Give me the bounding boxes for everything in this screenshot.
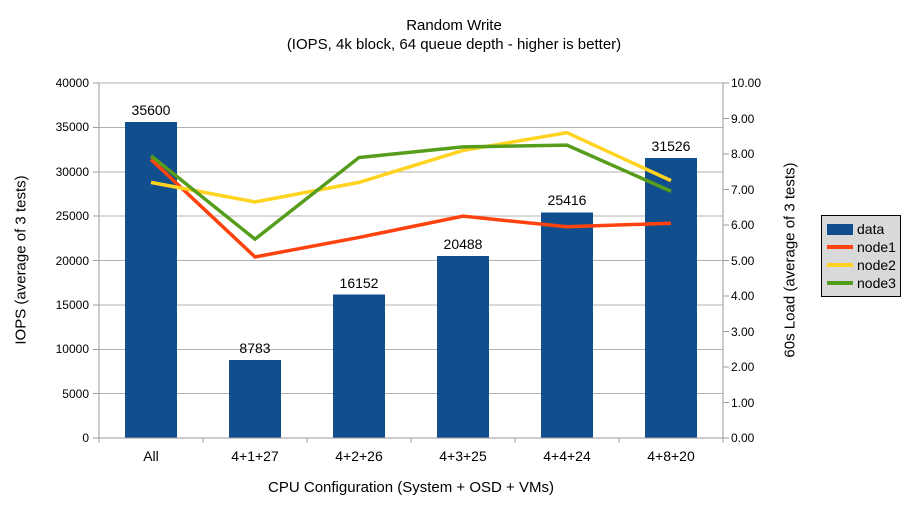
legend-swatch-node1 — [827, 245, 853, 249]
bar-value-label: 20488 — [443, 236, 483, 253]
legend-swatch-data — [827, 223, 853, 235]
bar-4+4+24 — [541, 212, 593, 438]
right-tick-label: 9.00 — [731, 111, 755, 126]
right-tick-label: 10.00 — [731, 76, 762, 90]
right-tick-label: 4.00 — [731, 289, 755, 303]
legend-label: node1 — [857, 239, 896, 255]
bar-value-label: 35600 — [131, 102, 171, 119]
right-tick-label: 0.00 — [731, 431, 755, 445]
left-tick-label: 40000 — [55, 76, 89, 90]
right-tick-label: 5.00 — [731, 253, 755, 268]
left-tick-label: 25000 — [55, 209, 89, 224]
left-tick-label: 35000 — [55, 120, 89, 135]
legend-swatch-node2 — [827, 263, 853, 267]
category-label-All: All — [143, 448, 159, 464]
right-tick-label: 6.00 — [731, 218, 755, 232]
bar-4+8+20 — [645, 158, 697, 438]
left-tick-label: 30000 — [55, 164, 89, 179]
right-tick-label: 7.00 — [731, 182, 755, 197]
bar-4+2+26 — [333, 294, 385, 438]
left-tick-label: 20000 — [55, 253, 89, 268]
right-tick-label: 2.00 — [731, 360, 755, 374]
bar-value-label: 25416 — [547, 192, 587, 209]
line-node3 — [149, 143, 672, 242]
left-tick-label: 0 — [82, 431, 89, 445]
left-tick-label: 15000 — [55, 297, 89, 312]
line-node1 — [149, 158, 672, 259]
legend-swatch-node3 — [827, 281, 853, 285]
legend-item-data: data — [827, 220, 900, 238]
bar-4+1+27 — [229, 360, 281, 438]
x-axis-title: CPU Configuration (System + OSD + VMs) — [268, 479, 554, 496]
bar-4+3+25 — [437, 256, 489, 438]
right-tick-label: 8.00 — [731, 147, 755, 161]
right-tick-label: 3.00 — [731, 324, 755, 339]
bar-value-label: 16152 — [339, 274, 379, 291]
legend-label: node2 — [857, 257, 896, 273]
legend-item-node2: node2 — [827, 256, 900, 274]
category-label-4+1+27: 4+1+27 — [231, 448, 279, 464]
bar-value-label: 31526 — [651, 138, 691, 155]
line-node2 — [150, 130, 672, 204]
bar-value-label: 8783 — [239, 340, 271, 357]
category-label-4+8+20: 4+8+20 — [647, 448, 695, 464]
category-label-4+4+24: 4+4+24 — [543, 448, 591, 464]
left-tick-label: 5000 — [62, 386, 89, 401]
chart-title: Random Write — [406, 17, 502, 34]
category-label-4+3+25: 4+3+25 — [439, 448, 487, 464]
legend: data node1 node2 node3 — [821, 215, 901, 297]
legend-item-node3: node3 — [827, 274, 900, 292]
legend-label: data — [857, 221, 885, 237]
category-label-4+2+26: 4+2+26 — [335, 448, 383, 464]
chart-subtitle: (IOPS, 4k block, 64 queue depth - higher… — [286, 36, 622, 53]
left-tick-label: 10000 — [55, 342, 89, 357]
legend-item-node1: node1 — [827, 238, 900, 256]
right-tick-label: 1.00 — [731, 395, 755, 410]
legend-label: node3 — [857, 275, 896, 291]
right-axis-title: 60s Load (average of 3 tests) — [781, 162, 799, 358]
